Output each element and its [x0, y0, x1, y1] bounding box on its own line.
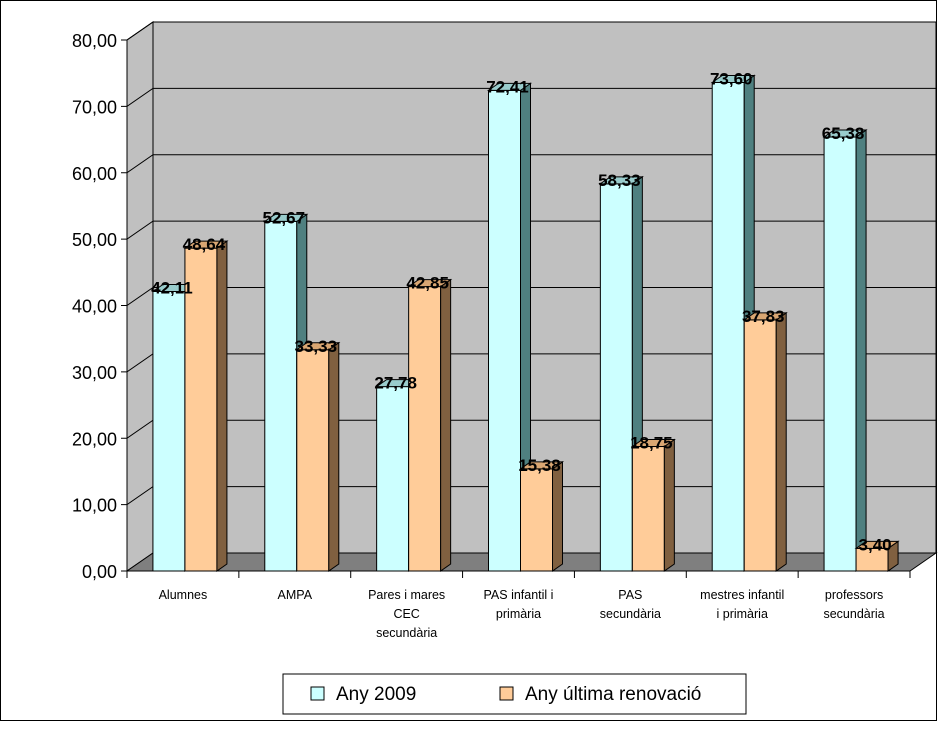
bars [151, 74, 900, 572]
bar-1-top [822, 129, 868, 138]
y-tick-label: 20,00 [72, 429, 117, 449]
gridline [126, 220, 936, 240]
bar-1-front [711, 81, 745, 572]
bar-2-front [296, 349, 330, 572]
y-tick-label: 30,00 [72, 363, 117, 383]
category-label: i primària [717, 607, 768, 621]
category-label: primària [496, 607, 541, 621]
bar-2-top [183, 240, 229, 249]
data-label: 58,33 [598, 171, 641, 190]
bar-1-top [710, 74, 756, 83]
category-label: secundària [823, 607, 884, 621]
data-label: 18,75 [630, 434, 673, 453]
bar-1-front [823, 136, 857, 572]
bar-2-top [295, 342, 341, 351]
y-tick-label: 0,00 [82, 562, 117, 582]
bar-1-front [152, 290, 186, 572]
category-label: secundària [376, 626, 437, 640]
bar-1-top [263, 213, 309, 222]
y-tick-label: 80,00 [72, 31, 117, 51]
bar-2-side [440, 278, 452, 572]
data-label: 52,67 [263, 208, 306, 227]
bar-2-top [742, 312, 788, 321]
bar-2-side [552, 460, 563, 572]
category-label: PAS [618, 588, 642, 602]
bar-2-top [518, 461, 565, 470]
data-label: 15,38 [518, 456, 561, 475]
category-label: Alumnes [159, 588, 208, 602]
bar-2-side [328, 341, 340, 572]
bar-1-side [855, 129, 867, 572]
data-label: 37,83 [742, 307, 785, 326]
category-label: AMPA [278, 588, 313, 602]
bar-2-front [408, 286, 442, 572]
bar-1-top [486, 82, 533, 91]
y-tick-label: 60,00 [72, 164, 117, 184]
bar-1-front [599, 183, 633, 572]
legend-swatch-any-2009 [310, 686, 325, 701]
category-label: CEC [393, 607, 419, 621]
y-tick-label: 40,00 [72, 297, 117, 317]
data-label: 33,33 [295, 337, 338, 356]
data-label: 72,41 [486, 77, 529, 96]
bar-1-top [598, 176, 644, 185]
bar-2-side [216, 240, 228, 572]
bar-2-front [184, 247, 218, 572]
bar-2-side [775, 311, 787, 572]
gridline [126, 87, 936, 107]
bar-2-top [407, 279, 453, 288]
data-label: 48,64 [183, 235, 226, 254]
bar-1-front [376, 386, 410, 572]
gridline [126, 154, 936, 174]
data-label: 65,38 [822, 124, 865, 143]
data-label: 73,60 [710, 69, 753, 88]
y-tick-label: 70,00 [72, 97, 117, 117]
data-label: 3,40 [859, 535, 892, 554]
bar-2-side [663, 438, 675, 572]
bar-2-top [854, 540, 900, 549]
category-label: professors [825, 588, 883, 602]
bar-1-front [264, 220, 298, 572]
data-label: 42,85 [406, 274, 449, 293]
bar-2-front [743, 319, 777, 572]
gridline [126, 287, 936, 306]
legend-label: Any última renovació [525, 684, 701, 705]
bar-2-front [520, 468, 553, 572]
legend-swatch-any-ultima-renovacio [499, 686, 514, 701]
category-label: Pares i mares [368, 588, 445, 602]
y-tick-label: 10,00 [72, 496, 117, 516]
y-tick-label: 50,00 [72, 230, 117, 250]
gridline [126, 21, 936, 41]
category-label: mestres infantil [700, 588, 784, 602]
category-label: secundària [600, 607, 661, 621]
data-label: 27,78 [374, 374, 417, 393]
data-label: 42,11 [151, 278, 193, 297]
legend: Any 2009 Any última renovació [282, 673, 747, 715]
legend-label: Any 2009 [336, 684, 416, 705]
legend-box [282, 673, 747, 715]
data-labels: 42,11 48,64 52,67 33,33 27,78 42,85 72,41 15,38… [151, 69, 891, 554]
bar-2-front [631, 446, 665, 572]
category-label: PAS infantil i [484, 588, 554, 602]
bar-2-top [630, 439, 676, 448]
bar-1-front [488, 89, 521, 572]
